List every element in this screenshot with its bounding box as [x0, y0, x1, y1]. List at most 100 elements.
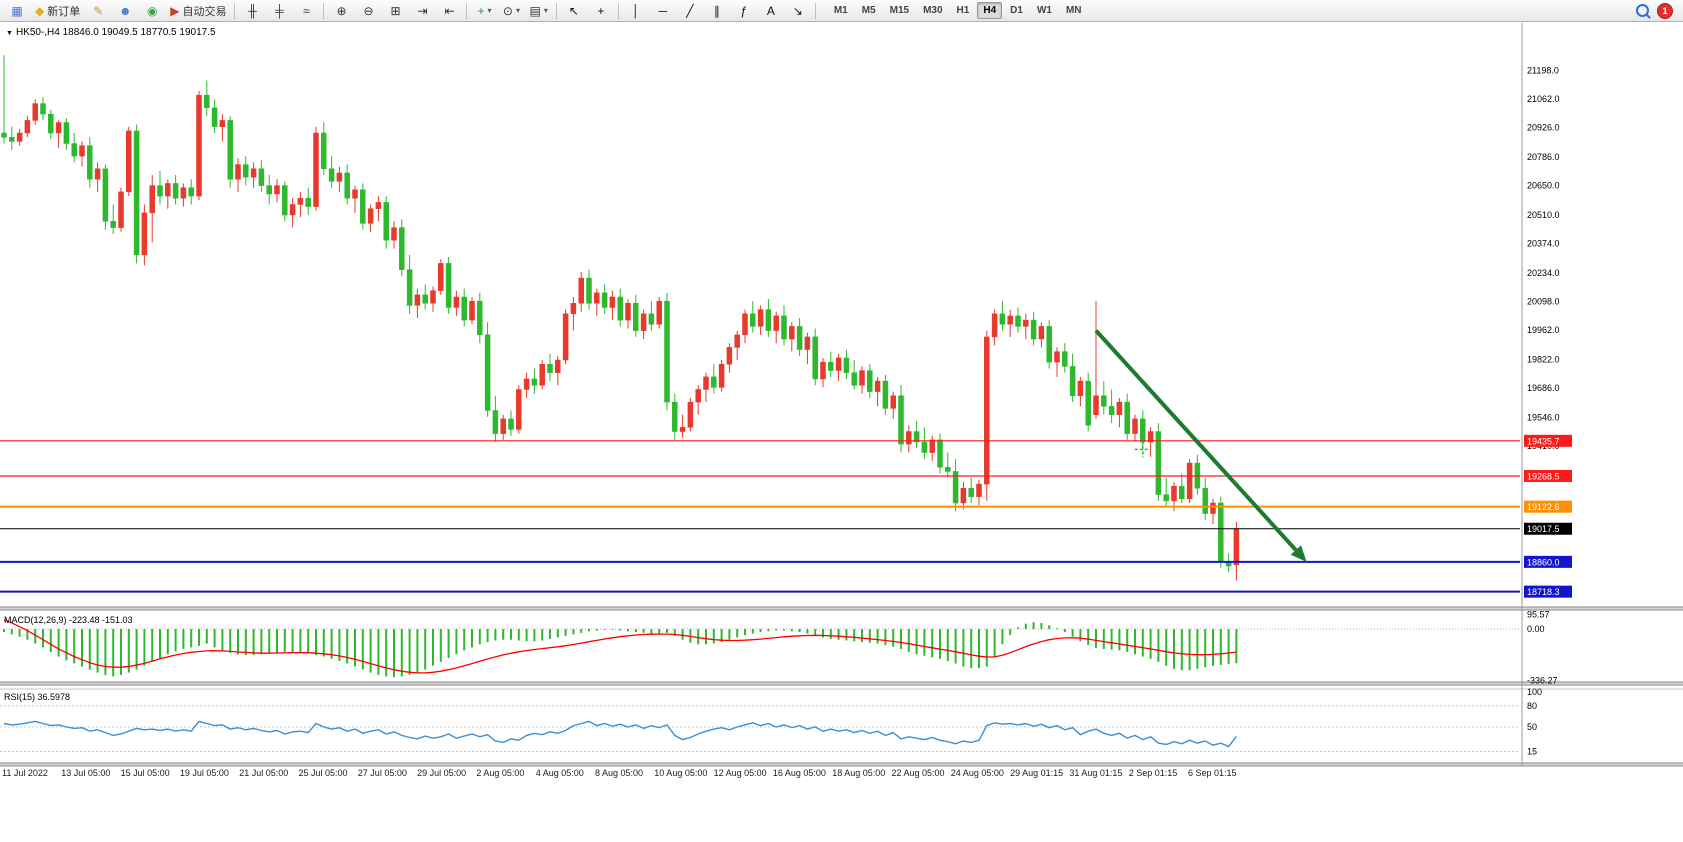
chart-shift-button[interactable]: ⇤ [436, 1, 462, 21]
bar-chart-type-button[interactable]: ╫ [239, 1, 265, 21]
vertical-line-button[interactable]: │ [623, 1, 649, 21]
time-axis-label: 21 Jul 05:00 [239, 768, 288, 778]
time-axis-label: 10 Aug 05:00 [654, 768, 707, 778]
autotrading-icon: ▶ [170, 3, 180, 18]
macd-signal-line [3, 619, 1237, 674]
price-axis-label: 20374.0 [1527, 239, 1560, 249]
profiles-button[interactable]: ✎ [85, 1, 111, 21]
time-axis-label: 22 Aug 05:00 [892, 768, 945, 778]
chart-marker-icon: ▼ [6, 30, 13, 37]
tile-windows-icon: ⊞ [390, 3, 401, 18]
cursor-button[interactable]: ↖ [561, 1, 587, 21]
arrows-button[interactable]: ↘ [785, 1, 811, 21]
macd-label: MACD(12,26,9) -223.48 -151.03 [4, 615, 133, 625]
price-axis-label: 21062.0 [1527, 94, 1560, 104]
tile-windows-button[interactable]: ⊞ [382, 1, 408, 21]
auto-scroll-icon: ⇥ [417, 3, 428, 18]
time-axis-label: 25 Jul 05:00 [299, 768, 348, 778]
price-axis-label: 20786.0 [1527, 152, 1560, 162]
price-axis-label: 20510.0 [1527, 210, 1560, 220]
panel-separator[interactable] [0, 607, 1683, 610]
candle-chart-type-icon: ╪ [275, 3, 284, 18]
autotrading-button[interactable]: ▶ 自动交易 [166, 1, 230, 21]
text-button[interactable]: A [758, 1, 784, 21]
time-axis-label: 11 Jul 2022 [2, 768, 48, 778]
price-axis-label: 20234.0 [1527, 268, 1560, 278]
new-order-icon: ◆ [35, 3, 45, 18]
chart-title-text: HK50-,H4 18846.0 19049.5 18770.5 19017.5 [15, 27, 216, 38]
crosshair-button[interactable]: + [588, 1, 614, 21]
zoom-out-icon: ⊖ [363, 3, 374, 18]
macd-histogram [3, 622, 1238, 678]
periods-button[interactable]: ⊙ ▾ [498, 1, 524, 21]
toolbar-right-group: 1 [1636, 2, 1679, 19]
autotrading-label: 自动交易 [182, 5, 227, 18]
macd-axis-label: 0.00 [1527, 624, 1545, 634]
fibonacci-icon: ƒ [740, 3, 748, 18]
toolbar-separator [234, 2, 236, 19]
fibonacci-button[interactable]: ƒ [731, 1, 757, 21]
cursor-icon: ↖ [568, 3, 579, 18]
time-axis-label: 4 Aug 05:00 [536, 768, 584, 778]
zoom-out-button[interactable]: ⊖ [355, 1, 381, 21]
zoom-in-button[interactable]: ⊕ [328, 1, 354, 21]
line-chart-type-button[interactable]: ≈ [293, 1, 319, 21]
price-tag-label: 19122.6 [1527, 502, 1560, 512]
navigator-icon: ◉ [146, 3, 158, 18]
crosshair-icon: + [597, 3, 605, 18]
candle-chart-type-button[interactable]: ╪ [266, 1, 292, 21]
rsi-label: RSI(15) 36.5978 [4, 692, 71, 702]
market-watch-button[interactable]: ☻ [112, 1, 138, 21]
timeframe-m1[interactable]: M1 [833, 5, 848, 16]
time-axis-label: 12 Aug 05:00 [714, 768, 767, 778]
equidistant-channel-icon: ∥ [713, 3, 720, 18]
price-axis-label: 19686.0 [1527, 383, 1560, 393]
price-tag-label: 18860.0 [1527, 557, 1560, 567]
price-tag-label: 19017.5 [1527, 524, 1560, 534]
rsi-axis-label: 50 [1527, 722, 1537, 732]
timeframe-h4[interactable]: H4 [977, 2, 1003, 19]
horizontal-line-button[interactable]: ─ [650, 1, 676, 21]
trendline-icon: ╱ [686, 3, 694, 18]
panel-separator[interactable] [0, 682, 1683, 685]
time-axis-label: 24 Aug 05:00 [951, 768, 1004, 778]
trend-arrow-line[interactable] [1094, 329, 1298, 552]
time-axis-label: 15 Jul 05:00 [121, 768, 170, 778]
search-icon[interactable] [1636, 4, 1649, 17]
price-tag [1524, 434, 1572, 447]
price-axis-label: 20098.0 [1527, 297, 1560, 307]
navigator-button[interactable]: ◉ [139, 1, 165, 21]
notification-badge[interactable]: 1 [1657, 2, 1673, 19]
timeframe-m30[interactable]: M30 [923, 5, 943, 16]
new-chart-icon: ▦ [11, 3, 23, 18]
indicators-button[interactable]: + ▾ [471, 1, 497, 21]
timeframe-m5[interactable]: M5 [861, 5, 876, 16]
new-order-button[interactable]: ◆ 新订单 [31, 1, 84, 21]
timeframe-m15[interactable]: M15 [889, 5, 910, 16]
rsi-axis-label: 80 [1527, 701, 1537, 711]
timeframe-mn[interactable]: MN [1065, 5, 1082, 16]
text-icon: A [766, 3, 775, 18]
panel-separator[interactable] [0, 763, 1683, 766]
trendline-button[interactable]: ╱ [677, 1, 703, 21]
templates-button[interactable]: ▤ ▾ [525, 1, 551, 21]
market-watch-icon: ☻ [118, 3, 132, 18]
auto-scroll-button[interactable]: ⇥ [409, 1, 435, 21]
time-axis-label: 27 Jul 05:00 [358, 768, 407, 778]
price-axis-label: 19822.0 [1527, 355, 1560, 365]
timeframe-d1[interactable]: D1 [1010, 5, 1023, 16]
templates-icon: ▤ [529, 3, 541, 18]
equidistant-channel-button[interactable]: ∥ [704, 1, 730, 21]
chart-symbol-title: ▼ HK50-,H4 18846.0 19049.5 18770.5 19017.… [6, 27, 216, 38]
price-axis-label: 21198.0 [1527, 65, 1559, 75]
time-axis-label: 18 Aug 05:00 [832, 768, 885, 778]
rsi-axis-label: 100 [1527, 687, 1542, 697]
timeframe-h1[interactable]: H1 [956, 5, 970, 16]
new-chart-button[interactable]: ▦ [4, 1, 30, 21]
timeframe-w1[interactable]: W1 [1036, 5, 1052, 16]
candles-layer[interactable] [1, 55, 1240, 581]
chart-shift-icon: ⇤ [444, 3, 455, 18]
price-tag [1524, 469, 1572, 482]
price-tag [1524, 500, 1572, 513]
